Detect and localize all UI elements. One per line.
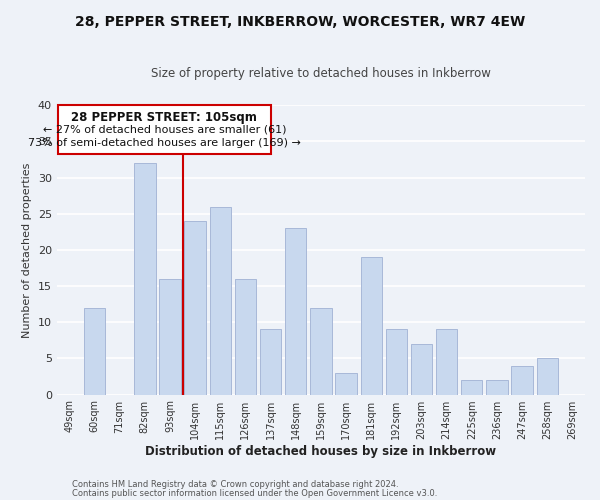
Bar	[486, 380, 508, 394]
Text: 73% of semi-detached houses are larger (169) →: 73% of semi-detached houses are larger (…	[28, 138, 301, 148]
Bar	[134, 163, 155, 394]
Bar	[235, 279, 256, 394]
Text: ← 27% of detached houses are smaller (61): ← 27% of detached houses are smaller (61…	[43, 125, 286, 135]
Y-axis label: Number of detached properties: Number of detached properties	[22, 162, 32, 338]
Text: 28, PEPPER STREET, INKBERROW, WORCESTER, WR7 4EW: 28, PEPPER STREET, INKBERROW, WORCESTER,…	[75, 15, 525, 29]
Bar	[285, 228, 307, 394]
Bar	[436, 330, 457, 394]
FancyBboxPatch shape	[58, 106, 271, 154]
Bar	[536, 358, 558, 394]
Bar	[260, 330, 281, 394]
X-axis label: Distribution of detached houses by size in Inkberrow: Distribution of detached houses by size …	[145, 444, 496, 458]
Text: Contains public sector information licensed under the Open Government Licence v3: Contains public sector information licen…	[72, 488, 437, 498]
Bar	[84, 308, 105, 394]
Text: 28 PEPPER STREET: 105sqm: 28 PEPPER STREET: 105sqm	[71, 111, 257, 124]
Bar	[411, 344, 432, 395]
Bar	[511, 366, 533, 394]
Bar	[335, 373, 357, 394]
Bar	[159, 279, 181, 394]
Bar	[310, 308, 332, 394]
Bar	[361, 257, 382, 394]
Title: Size of property relative to detached houses in Inkberrow: Size of property relative to detached ho…	[151, 68, 491, 80]
Bar	[461, 380, 482, 394]
Text: Contains HM Land Registry data © Crown copyright and database right 2024.: Contains HM Land Registry data © Crown c…	[72, 480, 398, 489]
Bar	[209, 206, 231, 394]
Bar	[386, 330, 407, 394]
Bar	[184, 221, 206, 394]
